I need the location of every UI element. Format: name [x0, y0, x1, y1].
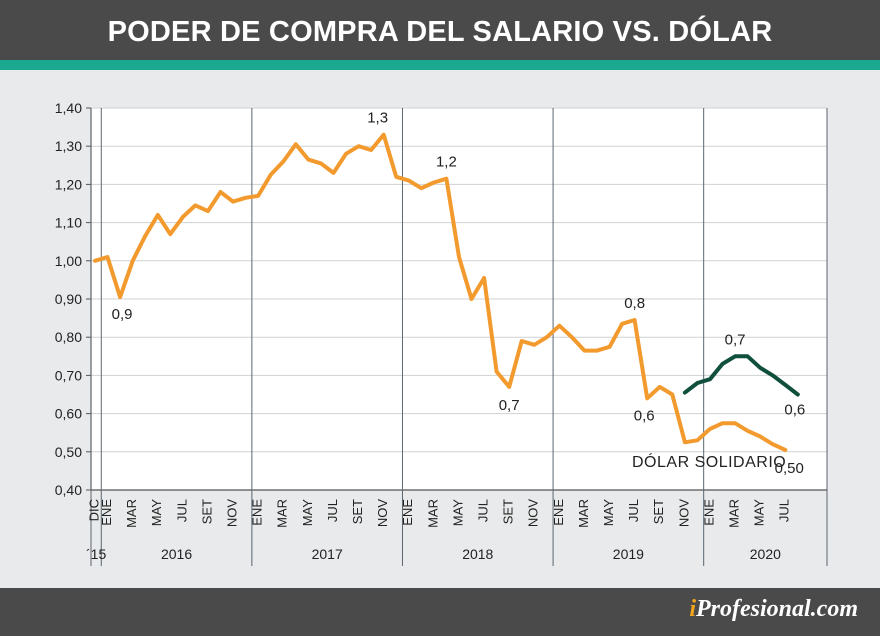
month-label: SET: [651, 499, 666, 524]
month-label: JUL: [626, 499, 641, 522]
y-tick-label: 1,30: [55, 138, 82, 154]
dolar-solidario-line: [682, 354, 800, 397]
year-label: 2020: [750, 546, 781, 562]
title-bar: PODER DE COMPRA DEL SALARIO VS. DÓLAR: [0, 0, 880, 60]
data-label: 0,6: [634, 407, 655, 424]
salary-line: [93, 132, 788, 452]
month-label: JUL: [777, 499, 792, 522]
month-label: ENE: [400, 499, 415, 526]
year-label: 2018: [462, 546, 493, 562]
y-tick-label: 0,60: [55, 406, 82, 422]
month-label: ENE: [701, 499, 716, 526]
month-label: MAR: [124, 499, 139, 528]
month-label: NOV: [676, 499, 691, 528]
month-label: JUL: [475, 499, 490, 522]
year-label: 2017: [312, 546, 343, 562]
y-tick-label: 1,20: [55, 176, 82, 192]
accent-stripe: [0, 60, 880, 70]
data-label: 0,9: [112, 306, 133, 323]
month-label: DIC: [86, 499, 101, 521]
month-label: MAR: [576, 499, 591, 528]
month-label: SET: [501, 499, 516, 524]
footer-bar: [0, 588, 880, 636]
month-label: NOV: [375, 499, 390, 528]
year-label: 2019: [613, 546, 644, 562]
data-label: 1,2: [436, 154, 457, 171]
salary-vs-dollar-chart: 0,400,500,600,700,800,901,001,101,201,30…: [55, 100, 828, 566]
dolar-solidario-label: DÓLAR SOLIDARIO: [632, 452, 786, 471]
month-label: NOV: [224, 499, 239, 528]
month-label: ENE: [551, 499, 566, 526]
month-label: ENE: [99, 499, 114, 526]
y-tick-label: 1,00: [55, 253, 82, 269]
month-label: MAR: [726, 499, 741, 528]
month-label: JUL: [174, 499, 189, 522]
month-label: MAY: [149, 499, 164, 527]
data-label: 0,8: [624, 295, 645, 312]
brand-logo: iProfesional.com: [689, 596, 858, 623]
data-label: 0,7: [499, 397, 520, 414]
month-label: MAR: [275, 499, 290, 528]
month-label: ENE: [250, 499, 265, 526]
chart-title: PODER DE COMPRA DEL SALARIO VS. DÓLAR: [107, 16, 773, 48]
y-tick-label: 0,40: [55, 482, 82, 498]
month-label: NOV: [526, 499, 541, 528]
year-label: ´15: [86, 546, 106, 562]
month-label: MAY: [300, 499, 315, 527]
month-label: MAR: [425, 499, 440, 528]
month-label: SET: [350, 499, 365, 524]
data-label: 1,3: [367, 110, 388, 127]
month-label: MAY: [601, 499, 616, 527]
y-tick-label: 0,80: [55, 329, 82, 345]
data-label: 0,6: [784, 402, 805, 419]
year-label: 2016: [161, 546, 192, 562]
month-label: JUL: [325, 499, 340, 522]
y-tick-label: 0,50: [55, 444, 82, 460]
brand-logo-name: Profesional.com: [696, 596, 858, 622]
y-tick-label: 1,10: [55, 215, 82, 231]
data-label: 0,50: [775, 460, 804, 477]
month-label: SET: [199, 499, 214, 524]
y-tick-label: 0,90: [55, 291, 82, 307]
month-label: MAY: [752, 499, 767, 527]
y-tick-label: 0,70: [55, 367, 82, 383]
brand-logo-prefix: i: [689, 596, 696, 622]
data-label: 0,7: [725, 331, 746, 348]
y-tick-label: 1,40: [55, 100, 82, 116]
month-label: MAY: [450, 499, 465, 527]
